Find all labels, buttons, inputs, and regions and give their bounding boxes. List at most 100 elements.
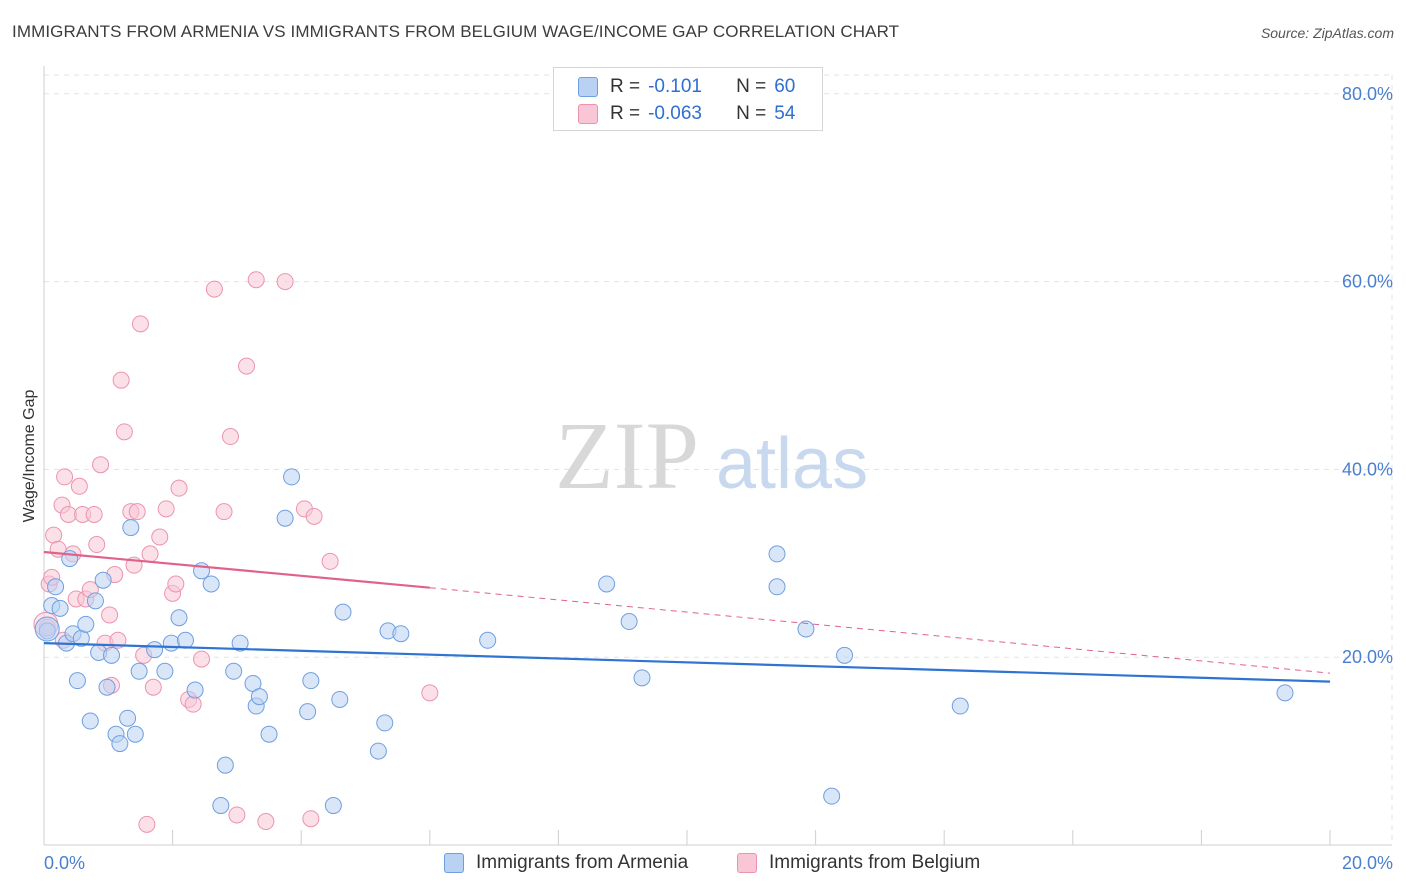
- axis-layer: 20.0% 40.0% 60.0% 80.0% 0.0% 20.0%: [43, 66, 1393, 873]
- belgium-point: [257, 813, 275, 831]
- y-tick-label: 20.0%: [1342, 647, 1393, 667]
- armenia-point: [122, 519, 140, 537]
- y-tick-label: 60.0%: [1342, 272, 1393, 292]
- belgium-point: [157, 500, 175, 518]
- belgium-point: [56, 468, 74, 486]
- belgium-point: [421, 684, 439, 702]
- armenia-point: [1276, 684, 1294, 702]
- armenia-point: [156, 662, 174, 680]
- belgium-trend-line: [43, 550, 430, 589]
- y-tick-label: 80.0%: [1342, 84, 1393, 104]
- belgium-swatch: [578, 104, 598, 124]
- armenia-point: [98, 678, 116, 696]
- armenia-point: [302, 672, 320, 690]
- legend-row-belgium: R = -0.063 N = 54: [578, 102, 795, 126]
- belgium-point: [92, 456, 110, 474]
- armenia-point: [170, 609, 188, 627]
- armenia-point: [225, 662, 243, 680]
- belgium-point: [141, 545, 159, 563]
- legend-row-armenia: R = -0.101 N = 60: [578, 75, 795, 99]
- armenia-point: [146, 641, 164, 659]
- armenia-swatch: [578, 77, 598, 97]
- belgium-point: [151, 528, 169, 546]
- armenia-point: [126, 725, 144, 743]
- trend-lines: [43, 550, 1331, 683]
- armenia-point: [334, 603, 352, 621]
- chart-title: IMMIGRANTS FROM ARMENIA VS IMMIGRANTS FR…: [12, 22, 900, 41]
- armenia-point: [77, 615, 95, 633]
- belgium-point: [276, 273, 294, 291]
- armenia-point: [823, 787, 841, 805]
- armenia-point: [186, 681, 204, 699]
- belgium-point: [170, 479, 188, 497]
- belgium-point: [138, 815, 156, 833]
- armenia-point: [212, 797, 230, 815]
- armenia-point: [951, 697, 969, 715]
- belgium-point: [59, 505, 77, 523]
- armenia-point: [119, 709, 137, 727]
- armenia-n-label: N =: [736, 76, 767, 97]
- belgium-series: [33, 271, 439, 833]
- correlation-legend: R = -0.101 N = 60 R = -0.063 N = 54: [553, 67, 823, 131]
- belgium-point: [112, 371, 130, 389]
- armenia-r-label: R =: [610, 76, 641, 97]
- belgium-point: [228, 806, 246, 824]
- belgium-trend-extension: [429, 587, 1331, 674]
- armenia-point: [94, 571, 112, 589]
- armenia-point: [103, 646, 121, 664]
- belgium-point: [238, 357, 256, 375]
- y-axis-label: Wage/Income Gap: [21, 390, 38, 523]
- armenia-point: [202, 575, 220, 593]
- belgium-r-label: R =: [610, 103, 641, 124]
- watermark-zip: ZIP: [555, 402, 699, 509]
- armenia-point: [176, 631, 194, 649]
- belgium-point: [302, 810, 320, 828]
- belgium-legend-label: Immigrants from Belgium: [769, 852, 981, 873]
- armenia-trend-line: [43, 642, 1331, 683]
- armenia-point-large: [34, 616, 60, 642]
- armenia-r-value: -0.101: [648, 76, 702, 97]
- belgium-point: [144, 678, 162, 696]
- armenia-point: [836, 646, 854, 664]
- armenia-point: [47, 578, 65, 596]
- armenia-point: [111, 735, 129, 753]
- belgium-legend-swatch: [737, 853, 757, 873]
- belgium-point: [101, 606, 119, 624]
- armenia-point: [376, 714, 394, 732]
- armenia-n-value: 60: [774, 76, 796, 97]
- armenia-point: [768, 545, 786, 563]
- armenia-point: [276, 509, 294, 527]
- armenia-point: [479, 631, 497, 649]
- legend-item-belgium: Immigrants from Belgium: [737, 852, 980, 874]
- armenia-point: [162, 634, 180, 652]
- y-tick-label: 40.0%: [1342, 459, 1393, 479]
- belgium-point: [221, 428, 239, 446]
- armenia-point: [216, 756, 234, 774]
- belgium-point: [70, 477, 88, 495]
- belgium-point: [321, 552, 339, 570]
- armenia-point: [369, 742, 387, 760]
- watermark: ZIP atlas: [555, 402, 868, 509]
- belgium-n-value: 54: [774, 103, 796, 124]
- belgium-point: [131, 315, 149, 333]
- belgium-point: [167, 575, 185, 593]
- armenia-point: [250, 688, 268, 706]
- belgium-point: [215, 503, 233, 521]
- armenia-point: [797, 620, 815, 638]
- armenia-point: [130, 662, 148, 680]
- belgium-point: [45, 526, 63, 544]
- armenia-point: [68, 672, 86, 690]
- watermark-atlas: atlas: [716, 424, 868, 504]
- belgium-n-label: N =: [736, 103, 767, 124]
- belgium-point: [193, 650, 211, 668]
- belgium-point: [305, 507, 323, 525]
- armenia-legend-label: Immigrants from Armenia: [476, 852, 689, 873]
- source-label: Source: ZipAtlas.com: [1260, 25, 1394, 41]
- belgium-point: [128, 503, 146, 521]
- armenia-point: [633, 669, 651, 687]
- armenia-point: [51, 599, 69, 617]
- armenia-point: [620, 613, 638, 631]
- armenia-point: [260, 725, 278, 743]
- armenia-point: [299, 703, 317, 721]
